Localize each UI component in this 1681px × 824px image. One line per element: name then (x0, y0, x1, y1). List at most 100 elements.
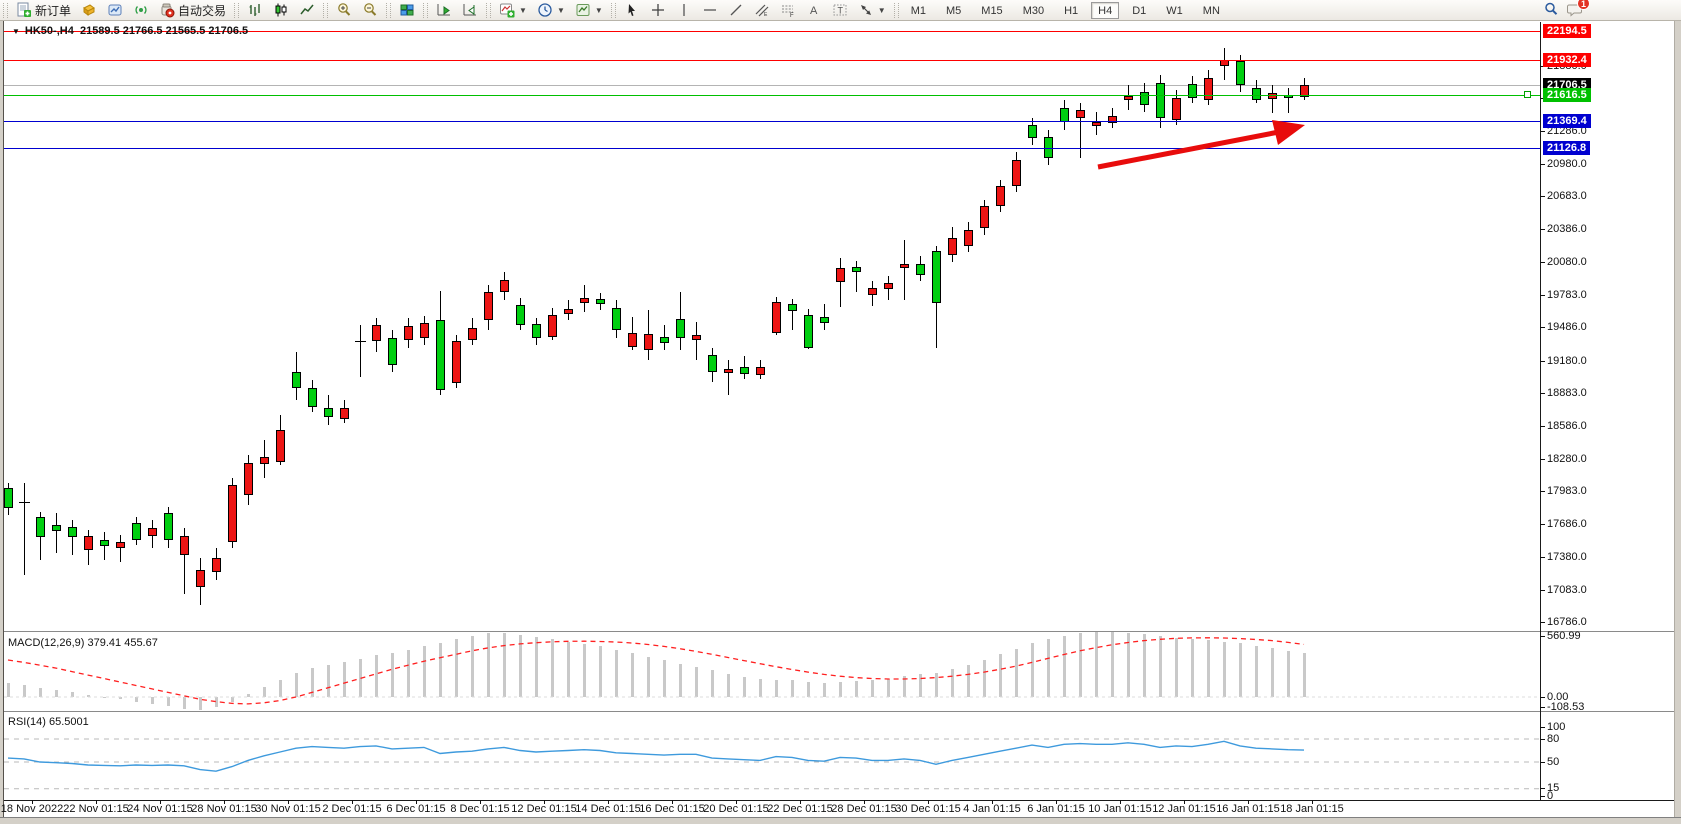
candle-bull (884, 283, 893, 290)
market-watch-button[interactable] (76, 1, 102, 20)
timeframe-M5[interactable]: M5 (946, 4, 962, 17)
equidistant-channel-tool-button[interactable]: E (749, 1, 775, 20)
timeframe-M15[interactable]: M15 (981, 4, 1003, 17)
price-tick-label: 19783.0 (1547, 288, 1587, 301)
timeframe-MN[interactable]: MN (1202, 4, 1220, 17)
macd-histogram-bar (1207, 640, 1210, 697)
chart-title: ▼ HK50-,H4 21589.5 21766.5 21565.5 21706.… (12, 25, 248, 37)
candlestick-chart-button[interactable] (268, 1, 294, 20)
indicators-icon (499, 2, 515, 18)
bar-chart-button[interactable] (242, 1, 268, 20)
periods-button[interactable]: ▼ (532, 1, 570, 20)
macd-histogram-bar (983, 660, 986, 697)
macd-histogram-bar (1063, 635, 1066, 697)
indicators-button[interactable]: ▼ (494, 1, 532, 20)
toolbar-grip[interactable] (423, 2, 429, 18)
auto-scroll-button[interactable] (431, 1, 457, 20)
zoom-in-button[interactable] (331, 1, 357, 20)
signals-button[interactable] (128, 1, 154, 20)
macd-axis-tick (1540, 636, 1545, 637)
price-tick-label: 20683.0 (1547, 190, 1587, 203)
candle-bull (468, 328, 477, 341)
candle-bull (84, 536, 93, 551)
rsi-panel-splitter[interactable] (4, 711, 1674, 713)
macd-axis-label: -108.53 (1547, 701, 1585, 713)
macd-histogram-bar (519, 634, 522, 697)
toolbar-grip[interactable] (234, 2, 240, 18)
rsi-axis-tick (1540, 796, 1545, 797)
support-line[interactable] (4, 147, 1540, 149)
price-badge-21369.4: 21369.4 (1543, 114, 1591, 129)
candle-wick (360, 325, 361, 378)
price-tick (1540, 360, 1545, 362)
arrows-icon (858, 2, 874, 18)
macd-histogram-bar (375, 655, 378, 697)
candle-bear (1236, 61, 1245, 86)
toolbar-grip[interactable] (323, 2, 329, 18)
text-tool-button[interactable]: A (801, 1, 827, 20)
candle-bear (52, 525, 61, 532)
macd-panel-splitter[interactable] (4, 631, 1674, 633)
macd-histogram-bar (327, 664, 330, 697)
fibonacci-icon: F (780, 2, 796, 18)
toolbar-grip[interactable] (486, 2, 492, 18)
macd-histogram-bar (39, 687, 42, 697)
price-tick-label: 18280.0 (1547, 452, 1587, 465)
resistance-line[interactable] (4, 60, 1540, 61)
price-tick-label: 19180.0 (1547, 354, 1587, 367)
crosshair-tool-button[interactable] (645, 1, 671, 20)
candle-bull (500, 280, 509, 293)
fibonacci-tool-button[interactable]: F (775, 1, 801, 20)
horizontal-line-tool-button[interactable] (697, 1, 723, 20)
data-window-button[interactable] (102, 1, 128, 20)
time-tick-label: 30 Nov 01:15 (255, 803, 321, 815)
toolbar-grip[interactable] (610, 2, 616, 18)
timeframe-D1[interactable]: D1 (1132, 4, 1147, 17)
toolbar-grip[interactable] (386, 2, 392, 18)
toolbar-grip[interactable] (3, 2, 8, 18)
timeframe-H1[interactable]: H1 (1064, 4, 1079, 17)
tile-windows-button[interactable] (394, 1, 420, 20)
timeframe-H4[interactable]: H4 (1091, 1, 1120, 19)
arrows-tool-button[interactable]: ▼ (853, 1, 891, 20)
cursor-tool-button[interactable] (619, 1, 645, 20)
level-line[interactable] (4, 94, 1540, 96)
macd-histogram-bar (231, 697, 234, 702)
current-price-line[interactable] (4, 84, 1540, 86)
toolbar-grip[interactable] (893, 2, 899, 18)
templates-button[interactable]: ▼ (570, 1, 608, 20)
price-tick (1540, 98, 1545, 100)
macd-histogram-bar (391, 653, 394, 697)
price-tick (1540, 523, 1545, 525)
text-label-tool-button[interactable]: T (827, 1, 853, 20)
chart-shift-button[interactable] (457, 1, 483, 20)
macd-histogram-bar (135, 697, 138, 702)
macd-histogram-bar (263, 686, 266, 697)
time-tick (864, 800, 865, 804)
line-chart-button[interactable] (294, 1, 320, 20)
candle-bull (244, 463, 253, 496)
macd-histogram-bar (999, 654, 1002, 697)
candle-bull (1092, 122, 1101, 127)
support-line[interactable] (4, 121, 1540, 123)
auto-trading-button[interactable]: 自动交易 (154, 1, 231, 20)
candle-bull (1012, 160, 1021, 187)
timeframe-W1[interactable]: W1 (1166, 4, 1183, 17)
macd-histogram-bar (839, 681, 842, 697)
collapse-triangle-icon[interactable]: ▼ (12, 27, 20, 36)
resistance-line[interactable] (4, 31, 1540, 33)
trendline-tool-button[interactable] (723, 1, 749, 20)
vertical-line-tool-button[interactable] (671, 1, 697, 20)
timeframe-M1[interactable]: M1 (910, 4, 926, 17)
time-tick (1312, 800, 1313, 804)
new-order-button[interactable]: 新订单 (11, 1, 76, 20)
zoom-out-button[interactable] (357, 1, 383, 20)
candle-bull (692, 335, 701, 341)
line-selection-marker[interactable] (1524, 90, 1531, 98)
macd-histogram-bar (1191, 639, 1194, 697)
candle-bear (852, 267, 861, 273)
search-icon[interactable] (1543, 1, 1559, 17)
timeframe-M30[interactable]: M30 (1022, 4, 1045, 17)
notifications-icon[interactable]: 1 (1567, 0, 1590, 17)
candle-bull (340, 408, 349, 420)
